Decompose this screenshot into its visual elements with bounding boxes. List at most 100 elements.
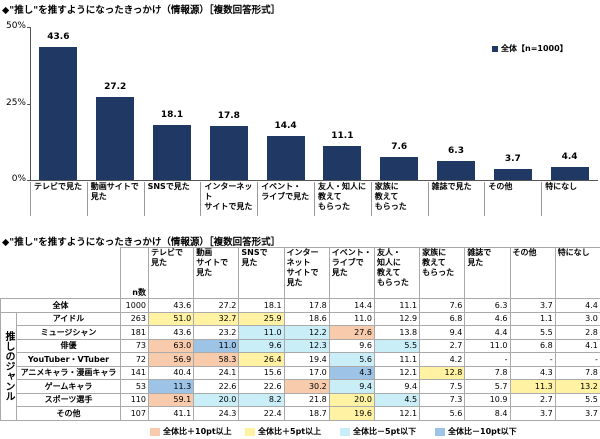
value-label: 11.1 <box>331 131 354 142</box>
cell: 5.6 <box>419 406 466 421</box>
legend-swatch <box>435 427 445 436</box>
cell: 7.3 <box>419 392 466 407</box>
cell: 3.7 <box>509 406 556 421</box>
cell: 8.2 <box>238 392 285 407</box>
n-cell: 181 <box>120 325 149 340</box>
x-tick-label: 特になし <box>541 182 598 216</box>
row-label: スポーツ選手 <box>16 392 121 407</box>
legend-label: 全体比－5pt以下 <box>353 427 417 436</box>
cell: 19.4 <box>283 352 330 367</box>
cell: 8.4 <box>464 406 511 421</box>
column-header: SNSで 見た <box>238 247 285 299</box>
cell: 12.2 <box>283 325 330 340</box>
value-label: 27.2 <box>104 81 127 92</box>
cell: 6.3 <box>464 298 511 313</box>
cell: 25.9 <box>238 311 285 326</box>
row: 俳優 73 63.0 11.0 9.6 12.3 9.6 5.5 2.7 11.0 6.8 4.1 <box>1 338 600 353</box>
cell: 27.2 <box>193 298 240 313</box>
cell: 12.1 <box>373 406 421 421</box>
cell: - <box>464 352 511 367</box>
cell: 1.1 <box>509 311 556 326</box>
cell: 2.7 <box>419 338 466 353</box>
cell: 20.0 <box>328 392 375 407</box>
value-label: 3.7 <box>504 153 521 164</box>
cell: 11.1 <box>373 298 421 313</box>
value-label: 6.3 <box>448 145 464 156</box>
value-label: 7.6 <box>391 141 408 152</box>
cell: 12.1 <box>373 365 421 380</box>
legend-label: 全体比＋5pt以上 <box>258 427 322 436</box>
cell: 4.3 <box>328 365 375 380</box>
legend-swatch <box>340 427 350 436</box>
y-tick <box>27 180 30 181</box>
bar <box>209 125 248 180</box>
row-label: その他 <box>16 406 121 421</box>
cell: 24.1 <box>193 365 240 380</box>
table-legend: 全体比＋5pt以上 <box>245 426 321 437</box>
cell: 56.9 <box>147 352 195 367</box>
column-header: テレビで 見た <box>147 247 195 299</box>
cell: 58.3 <box>193 352 240 367</box>
y-tick <box>27 103 30 105</box>
cell: 9.4 <box>419 325 466 340</box>
n-cell: 73 <box>120 338 149 353</box>
chart-title: ◆"推し"を推すようになったきっかけ（情報源）［複数回答形式］ <box>2 5 281 16</box>
cell: 63.0 <box>147 338 195 353</box>
table-legend: 全体比－5pt以下 <box>340 426 416 437</box>
n-cell: 1000 <box>120 298 149 313</box>
cell: 5.5 <box>554 392 600 407</box>
cell: 11.3 <box>509 379 556 394</box>
cell: 27.6 <box>328 325 375 340</box>
cell: 4.6 <box>464 311 511 326</box>
table-legend: 全体比－10pt以下 <box>435 426 517 437</box>
cell: 3.0 <box>554 311 600 326</box>
cell: 2.7 <box>509 392 556 407</box>
cell: 41.1 <box>147 406 195 421</box>
y-tick-label: 0% <box>11 174 26 184</box>
n-cell: 110 <box>120 392 149 407</box>
cell: 11.0 <box>238 325 285 340</box>
row-label: アイドル <box>16 311 121 326</box>
x-tick-label: イベント・ ライブで見た <box>257 182 314 216</box>
cell: 7.5 <box>419 379 466 394</box>
legend-swatch <box>150 427 160 436</box>
value-label: 4.4 <box>561 151 578 162</box>
cell: 23.2 <box>193 325 240 340</box>
y-tick <box>27 27 30 28</box>
bar <box>96 96 135 180</box>
column-header: 雑誌で 見た <box>464 247 511 299</box>
n-cell: 72 <box>120 352 149 367</box>
cell: 12.8 <box>419 365 466 380</box>
column-header: イベント・ ライブで 見た <box>328 247 375 299</box>
cell: 9.6 <box>328 338 375 353</box>
value-label: 18.1 <box>160 109 184 120</box>
n-cell: 141 <box>120 365 149 380</box>
cell: 11.0 <box>328 311 375 326</box>
cell: 4.5 <box>373 392 421 407</box>
corner <box>0 247 121 299</box>
cell: 11.0 <box>464 338 511 353</box>
bar <box>380 156 419 180</box>
column-header: インター ネット サイトで 見た <box>283 247 330 299</box>
value-label: 17.8 <box>217 110 240 121</box>
row-label: アニメキャラ・漫画キャラ <box>16 365 121 380</box>
cell: 30.2 <box>283 379 330 394</box>
bar <box>266 135 305 180</box>
cell: 11.3 <box>147 379 195 394</box>
legend-label: 全体【n=1000】 <box>501 44 568 53</box>
n-header: n数 <box>120 247 149 299</box>
cell: 12.9 <box>373 311 421 326</box>
cell: 5.6 <box>328 352 375 367</box>
cell: 4.4 <box>554 298 600 313</box>
row-label: 俳優 <box>16 338 121 353</box>
x-tick-label: SNSで見た <box>143 182 201 216</box>
cell: 3.7 <box>554 406 600 421</box>
cell: 4.2 <box>419 352 466 367</box>
cell: 40.4 <box>147 365 195 380</box>
bar <box>493 168 532 180</box>
cell: - <box>554 352 600 367</box>
cell: 13.2 <box>554 379 600 394</box>
cell: 18.1 <box>238 298 285 313</box>
cell: 9.4 <box>373 379 421 394</box>
